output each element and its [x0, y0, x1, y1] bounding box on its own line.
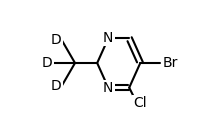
Text: N: N — [103, 81, 113, 95]
Text: Cl: Cl — [134, 96, 147, 110]
Text: D: D — [51, 79, 62, 93]
Text: D: D — [51, 33, 62, 47]
Text: Br: Br — [162, 56, 178, 70]
Text: D: D — [42, 56, 53, 70]
Text: N: N — [103, 31, 113, 45]
